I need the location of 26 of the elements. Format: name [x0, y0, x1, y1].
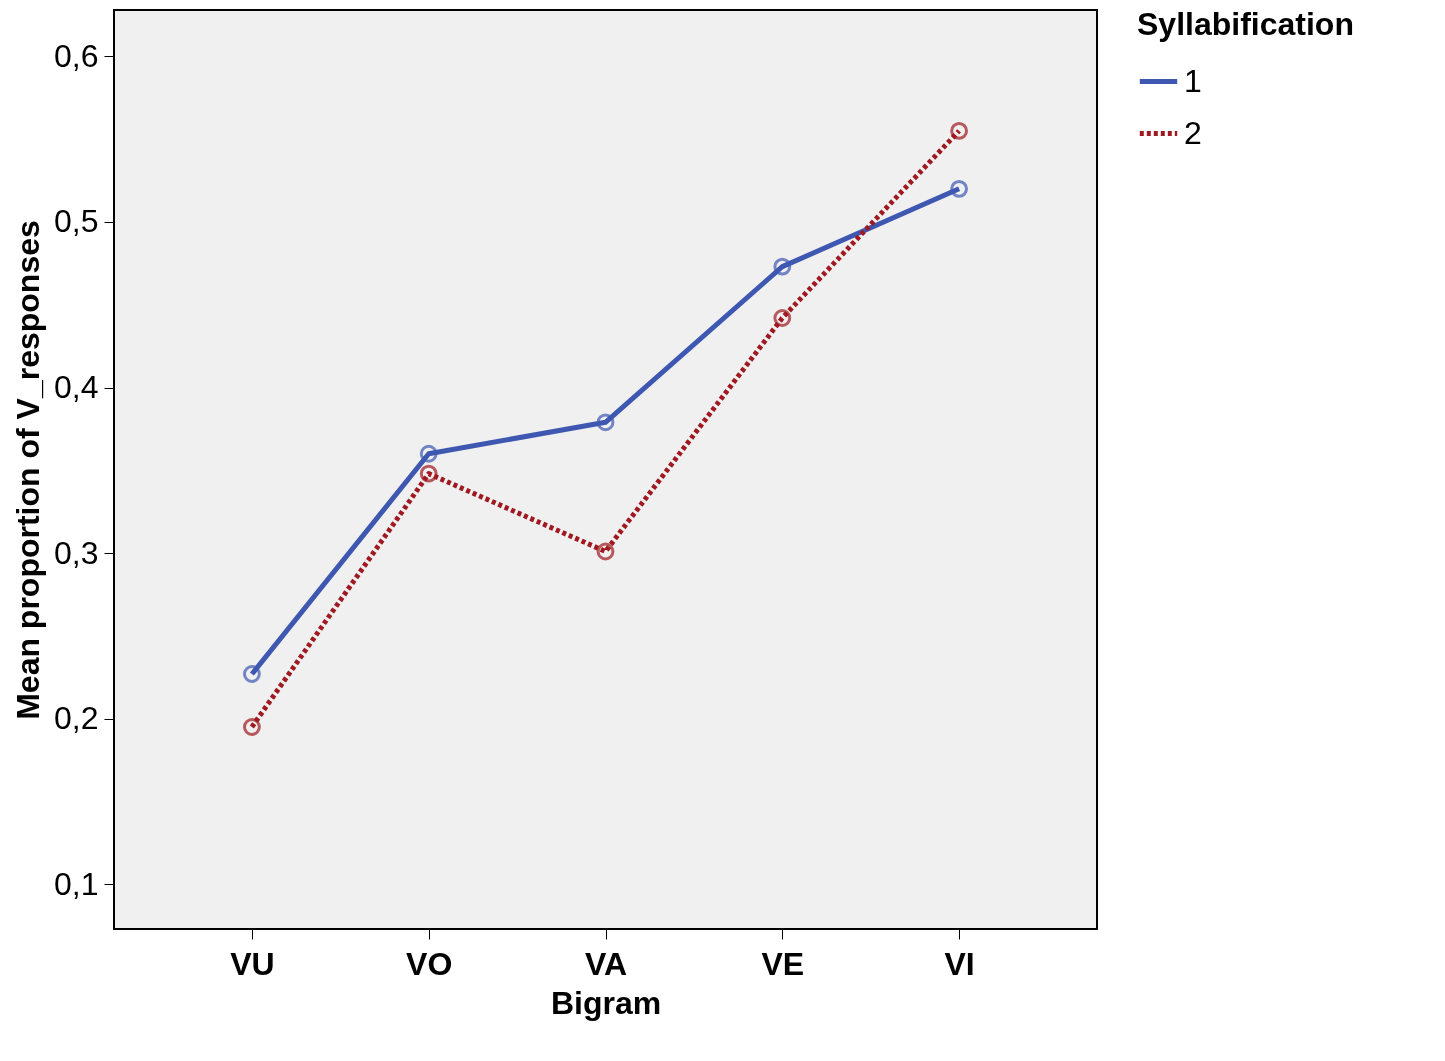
y-tick-label: 0,4	[54, 369, 99, 406]
y-axis-title: Mean proportion of V_responses	[10, 220, 47, 720]
x-tick-label: VI	[944, 945, 975, 982]
y-tick-label: 0,1	[54, 865, 99, 902]
point	[242, 718, 261, 736]
y-tick-label: 0,6	[54, 37, 99, 74]
y-tick-label: 0,5	[54, 203, 99, 240]
point	[596, 413, 615, 432]
point	[773, 309, 792, 327]
y-tick-label: 0,3	[54, 534, 99, 571]
x-tick-label: VE	[761, 945, 805, 982]
point	[419, 444, 438, 463]
point	[419, 464, 438, 483]
y-tick-label: 0,2	[54, 700, 99, 737]
legend-label: 1	[1184, 62, 1202, 99]
point	[242, 665, 261, 683]
x-axis-title: Bigram	[550, 984, 662, 1021]
point	[950, 121, 969, 140]
x-tick-label: VU	[230, 945, 275, 982]
point	[596, 542, 615, 561]
point	[773, 257, 792, 276]
legend-label: 2	[1184, 114, 1202, 151]
legend-title: Syllabification	[1137, 6, 1354, 42]
point	[950, 179, 969, 198]
x-tick-label: VA	[584, 945, 628, 982]
x-tick-label: VO	[406, 945, 453, 982]
